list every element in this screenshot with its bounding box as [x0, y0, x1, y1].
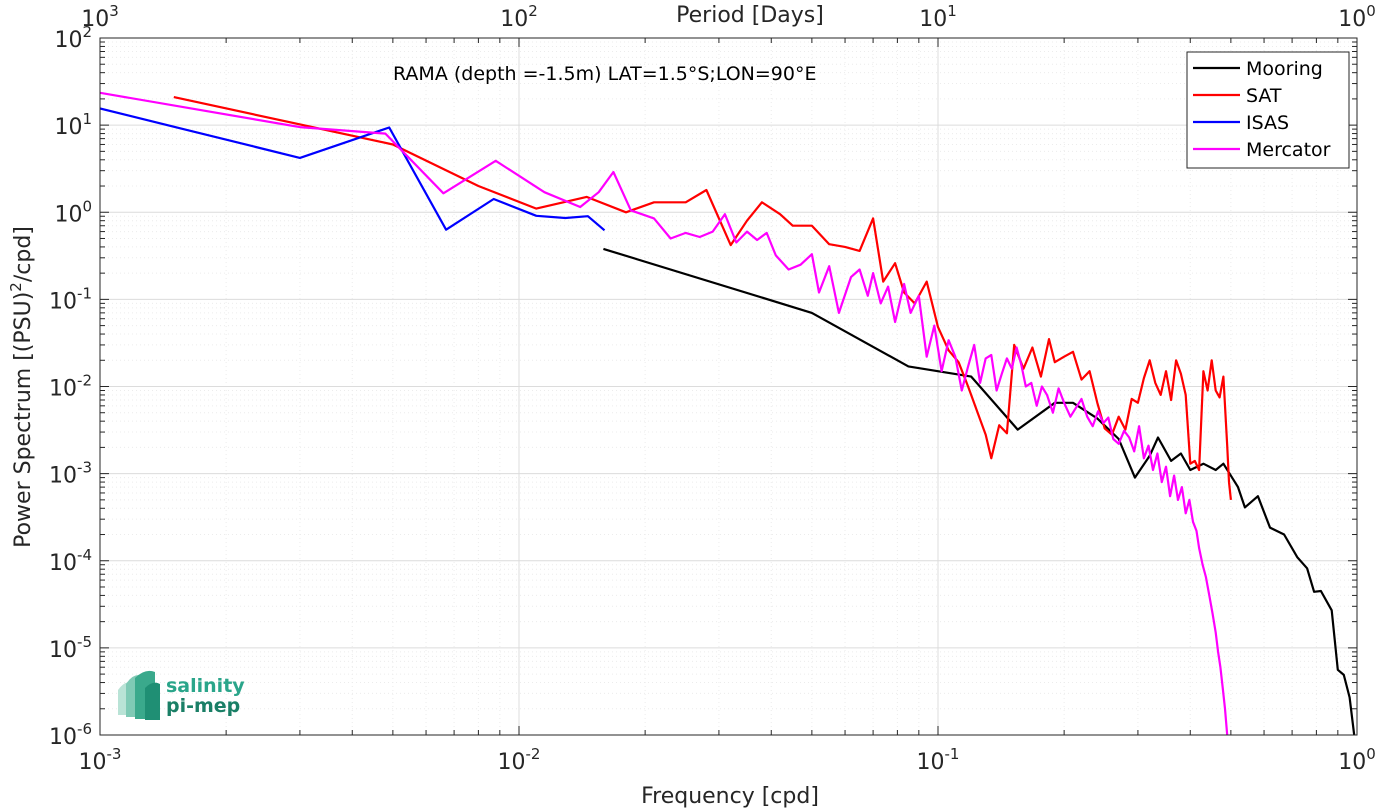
logo-text-line1: salinity [166, 675, 245, 697]
x2-tick-label: 101 [919, 2, 957, 32]
y-tick-label: 10-3 [49, 459, 92, 489]
series-line-mercator [100, 91, 1229, 735]
y-tick-label: 10-5 [49, 633, 92, 663]
y-tick-label: 100 [54, 197, 92, 227]
legend-label-mercator: Mercator [1246, 139, 1331, 161]
y-axis-title: Power Spectrum [(PSU)2/cpd] [7, 226, 36, 548]
legend: Mooring SAT ISAS Mercator [1186, 51, 1350, 169]
x2-tick-label: 103 [81, 2, 119, 32]
y-tick-label: 102 [54, 23, 92, 53]
x2-axis-title: Period [Days] [676, 3, 824, 28]
x-tick-label: 10-3 [79, 745, 122, 775]
grid-lines [99, 38, 1357, 736]
y-axis-title-tail: /cpd] [11, 226, 36, 282]
y-tick-label: 101 [54, 110, 92, 140]
x2-tick-label: 100 [1338, 2, 1376, 32]
legend-label-mooring: Mooring [1246, 58, 1323, 80]
y-axis-title-main: Power Spectrum [(PSU) [11, 292, 36, 548]
y-tick-label: 10-1 [49, 284, 92, 314]
x-tick-label: 10-1 [917, 745, 960, 775]
y-tick-label: 10-2 [49, 372, 92, 402]
y-tick-label: 10-6 [49, 720, 92, 750]
logo-mark-icon [118, 670, 160, 720]
y-tick-label: 10-4 [49, 546, 92, 576]
series-line-mooring [603, 247, 1356, 735]
legend-label-isas: ISAS [1246, 112, 1289, 134]
x2-tick-label: 102 [500, 2, 538, 32]
salinity-pi-mep-logo: salinity pi-mep [118, 670, 245, 720]
x-axis-title: Frequency [cpd] [641, 784, 819, 809]
tick-marks [99, 37, 1358, 736]
x-tick-label: 100 [1338, 745, 1376, 775]
series-line-sat [173, 96, 1232, 501]
logo-text-line2: pi-mep [166, 695, 240, 717]
series-line-isas [100, 107, 606, 232]
legend-label-sat: SAT [1246, 85, 1282, 107]
x-tick-label: 10-2 [498, 745, 541, 775]
y-axis-title-sup: 2 [7, 282, 25, 292]
series-layer [100, 91, 1356, 735]
chart-annotation: RAMA (depth =-1.5m) LAT=1.5°S;LON=90°E [393, 63, 817, 85]
